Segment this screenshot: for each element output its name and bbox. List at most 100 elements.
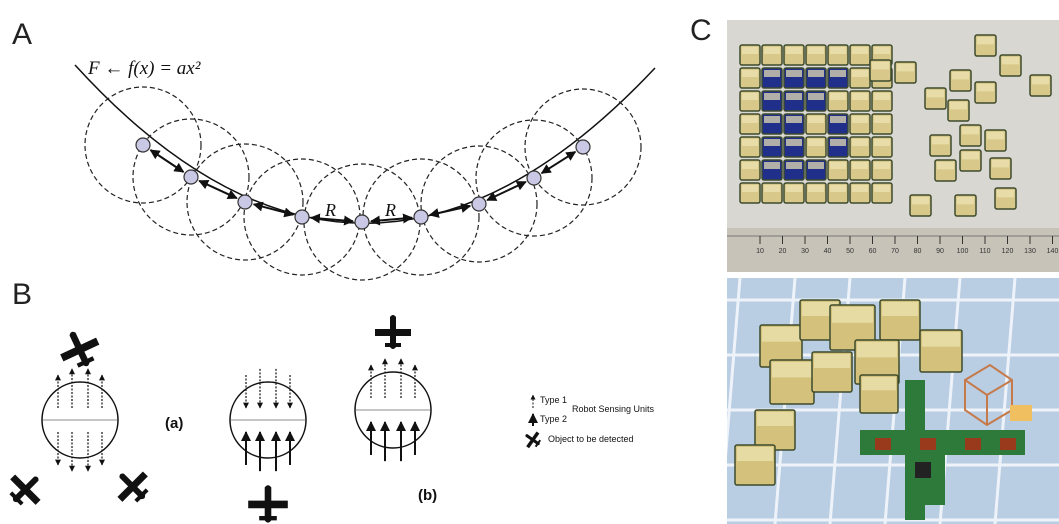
curve [75,65,655,223]
cube-top [977,84,994,91]
plane-icon [108,462,157,511]
cube-top [830,162,846,169]
cube-top [952,72,969,79]
ruler-label: 140 [1047,248,1059,255]
ruler-label: 130 [1024,248,1036,255]
robot-node [414,210,428,224]
block [1010,405,1032,421]
legend-text: Object to be detected [548,434,634,444]
cube-top [786,47,802,54]
panel-label: A [12,18,32,51]
cube-top [852,93,868,100]
cube-top [830,47,846,54]
cube-top [808,47,824,54]
cube-top [786,139,802,146]
cube-top [937,162,954,169]
cube-top [786,162,802,169]
cube-top [987,132,1004,139]
ruler-label: 120 [1002,248,1014,255]
cube-top [874,116,890,123]
plane-icon [248,485,288,522]
cube-top [742,93,758,100]
cube-top [764,93,780,100]
robot-node [136,138,150,152]
cube-top [772,362,812,377]
cube-top [786,93,802,100]
cube-top [897,64,914,71]
cube-top [832,307,873,323]
cube-top [764,162,780,169]
cube-top [737,447,773,461]
cube-top [852,116,868,123]
config-label: (b) [418,487,437,504]
link-arrow [430,206,470,215]
cube-top [997,190,1014,197]
panel-b [1,315,545,523]
cube-top [764,116,780,123]
coil [1000,438,1016,450]
cube-top [808,70,824,77]
cube-top [808,185,824,192]
plane-icon [375,315,411,349]
plane-icon [1,465,50,514]
distance-label: R [384,200,396,220]
cube-top [852,162,868,169]
legend-text: Robot Sensing Units [572,404,655,414]
cube-top [874,93,890,100]
robot-node [472,197,486,211]
cube-top [1032,77,1049,84]
cube-top [1002,57,1019,64]
cube-top [786,70,802,77]
legend-text: Type 2 [540,414,567,424]
cube-top [757,412,793,426]
cube-top [874,139,890,146]
robot-node [238,195,252,209]
plane-body [1,465,50,514]
plane-icon [54,324,106,375]
cube-top [857,342,897,357]
chip [915,462,931,478]
cube-top [808,93,824,100]
cube-top [764,47,780,54]
figure: A F ← f(x) = ax² R R B (a) (b) Type 1 Ro… [0,0,1059,524]
robot-node [184,170,198,184]
cube-top [742,47,758,54]
robot-node [527,171,541,185]
plane-body [248,485,288,522]
cube-top [932,137,949,144]
legend-text: Type 1 [540,395,567,405]
cube-top [742,139,758,146]
cube-top [830,116,846,123]
cube-top [922,332,960,347]
cube-top [852,139,868,146]
cube-top [962,152,979,159]
cube-top [830,93,846,100]
cube-top [950,102,967,109]
cube-top [862,377,896,390]
cube-top [962,127,979,134]
formula: F ← f(x) = ax² [87,58,201,79]
ruler-label: 30 [801,248,809,255]
cube-top [808,139,824,146]
ruler-label: 80 [914,248,922,255]
cube-top [992,160,1009,167]
cube-top [742,70,758,77]
ruler-label: 60 [869,248,877,255]
cube-top [874,162,890,169]
cube-top [764,185,780,192]
cube-top [762,327,800,342]
cube-top [977,37,994,44]
photo-bottom [720,278,1059,524]
link-arrow [487,182,526,200]
link-arrow [254,204,294,214]
cube-top [852,185,868,192]
robot-node [295,210,309,224]
robot-node [576,140,590,154]
cube-top [957,197,974,204]
ruler-label: 10 [756,248,764,255]
cube-top [830,185,846,192]
ruler-label: 20 [779,248,787,255]
cube-top [852,47,868,54]
panel-a [75,65,655,280]
cube-top [882,302,918,316]
